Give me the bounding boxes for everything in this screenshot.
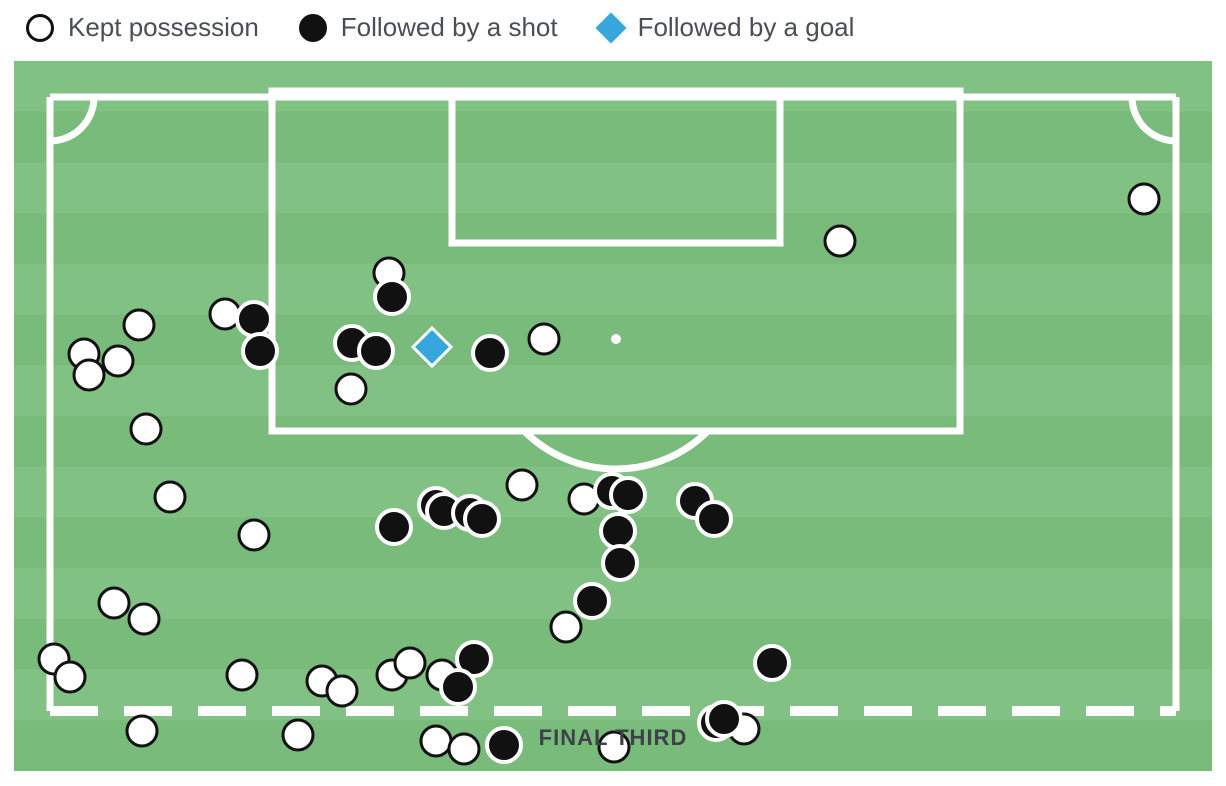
legend-item-possession: Kept possession [26,12,259,43]
final-third-label: FINAL THIRD [14,725,1212,751]
goal-icon [592,9,629,46]
legend-item-goal: Followed by a goal [598,12,855,43]
pitch-plot: FINAL THIRD [14,61,1212,771]
shot-icon [299,14,327,42]
legend-label: Followed by a goal [638,12,855,43]
legend-label: Kept possession [68,12,259,43]
legend-item-shot: Followed by a shot [299,12,558,43]
possession-icon [26,14,54,42]
legend: Kept possession Followed by a shot Follo… [14,8,1212,61]
pitch-svg [14,61,1212,771]
legend-label: Followed by a shot [341,12,558,43]
chart-container: Kept possession Followed by a shot Follo… [0,0,1226,786]
